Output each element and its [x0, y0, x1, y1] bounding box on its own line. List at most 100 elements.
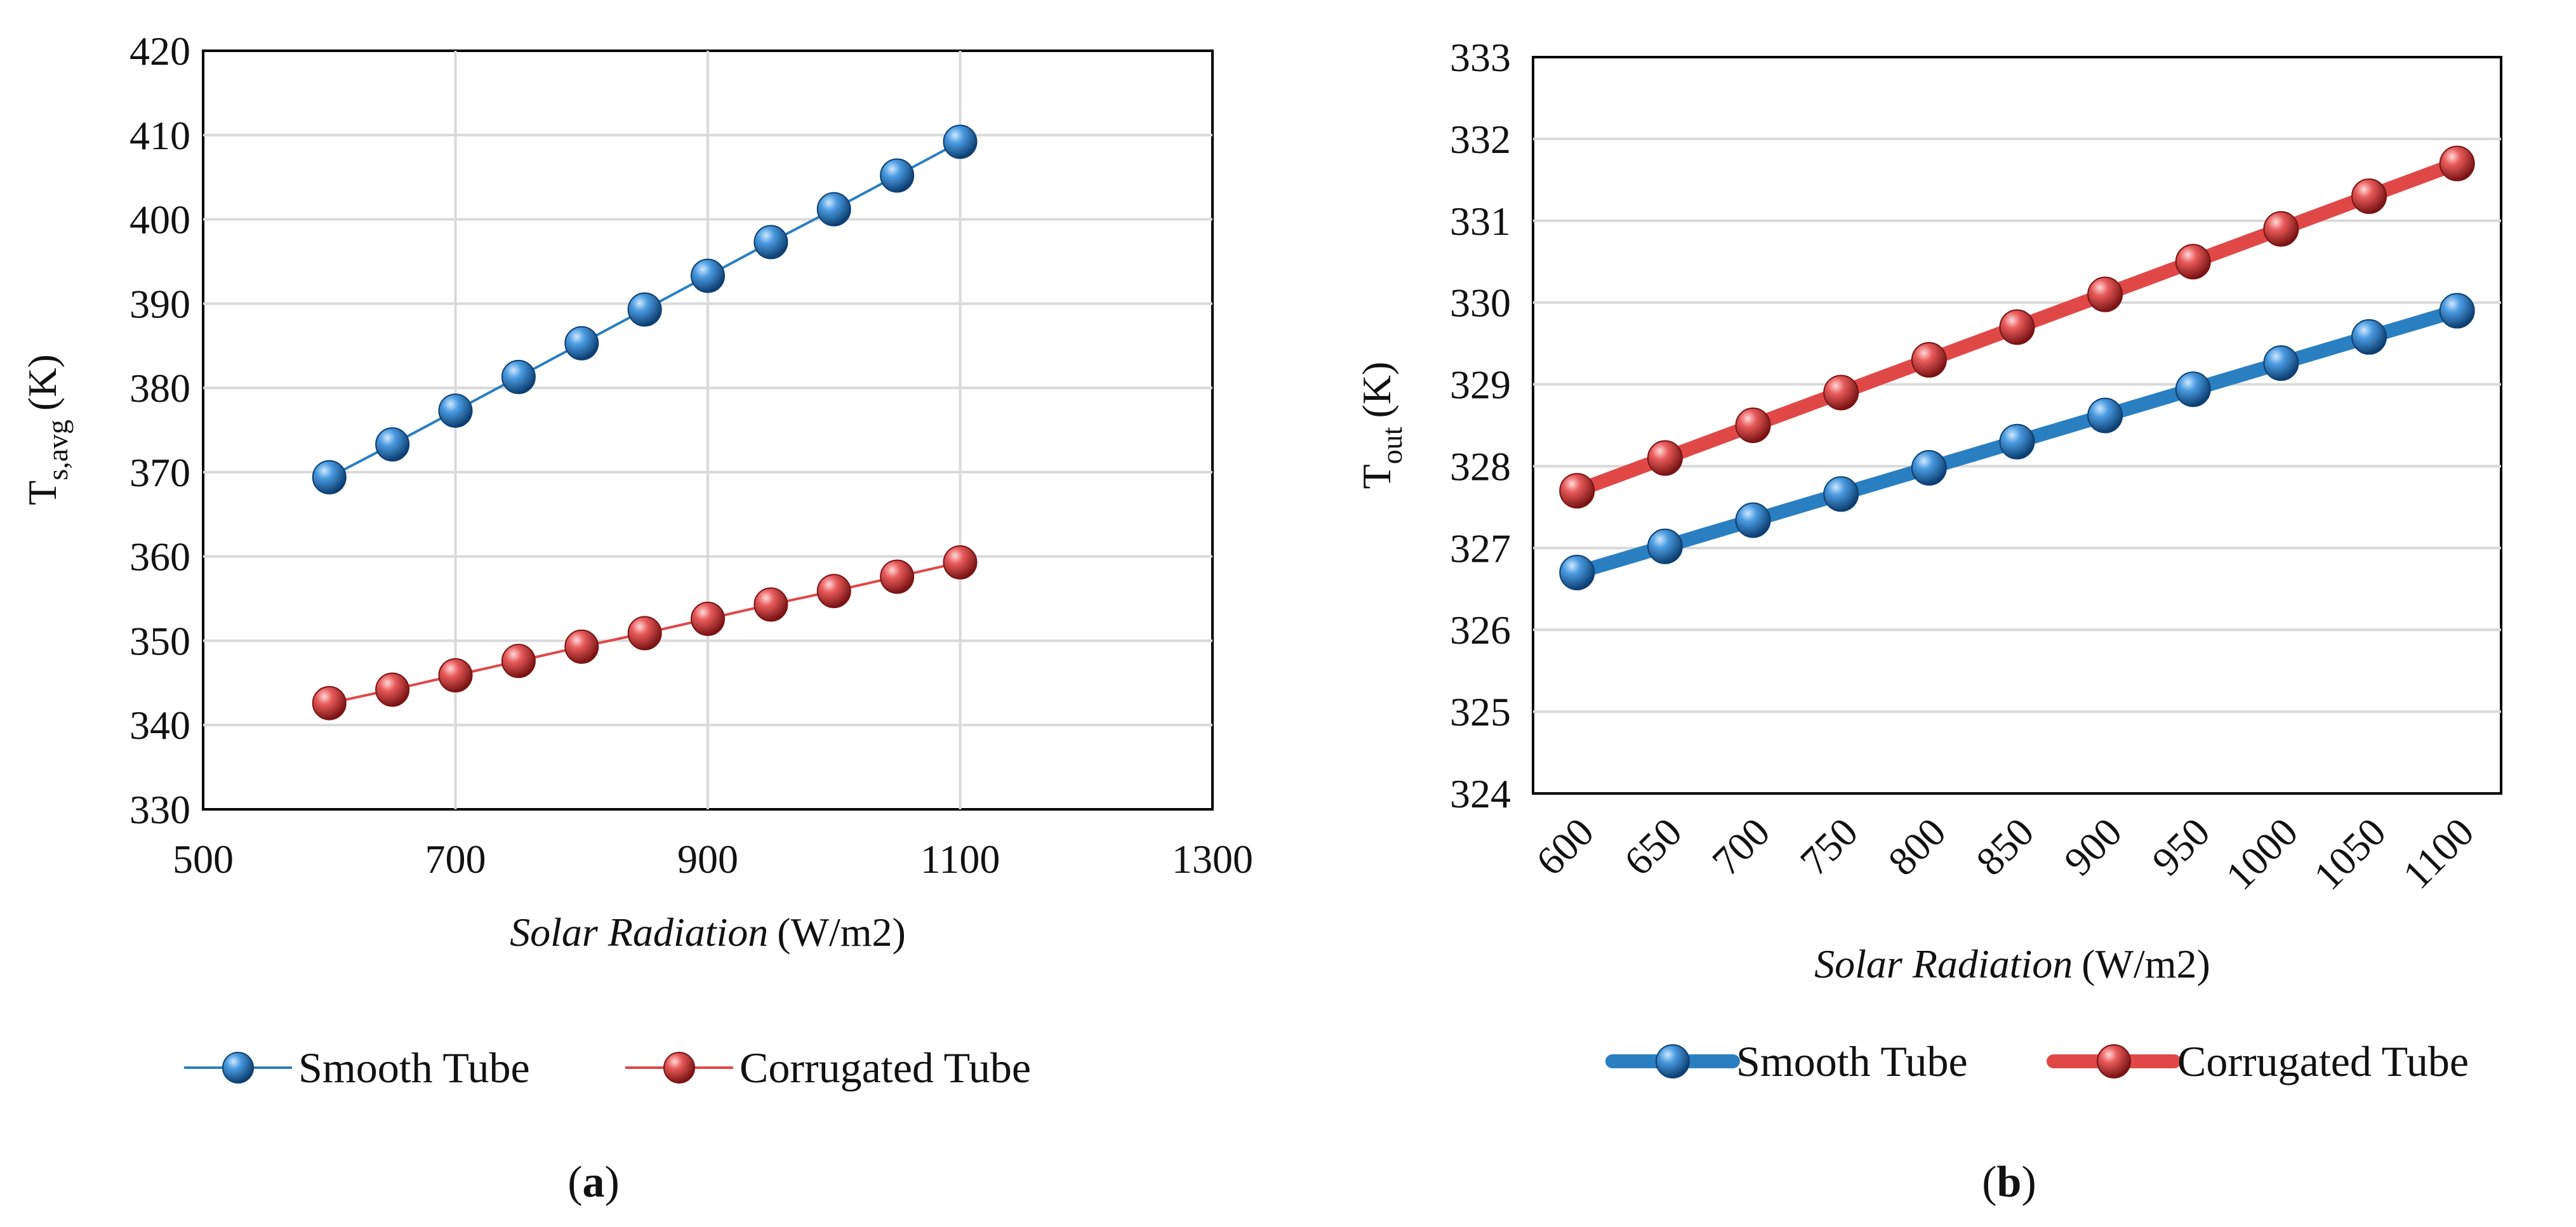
- data-point-corrugated-b: [1911, 342, 1947, 378]
- legend-marker-smooth-b: [1656, 1044, 1690, 1078]
- y-tick-label-a: 360: [129, 534, 190, 580]
- x-tick-label-b: 850: [1967, 809, 2042, 884]
- x-tick-labels-a: 500 700 900 1100 1300: [173, 837, 1253, 882]
- data-point-corrugated-b: [1735, 408, 1771, 443]
- data-point-corrugated-b: [2439, 145, 2475, 182]
- data-point-smooth-b: [2087, 397, 2123, 434]
- legend-label-smooth-b: Smooth Tube: [1736, 1037, 1968, 1085]
- y-tick-label-b: 325: [1450, 689, 1511, 734]
- x-axis-title-b: Solar Radiation (W/m2): [1814, 941, 2210, 986]
- data-point-corrugated-a: [375, 672, 410, 707]
- data-point-corrugated-a: [943, 545, 978, 580]
- y-tick-label-a: 380: [129, 366, 190, 411]
- data-point-corrugated-a: [312, 686, 347, 720]
- gridlines-b: [1533, 137, 2501, 713]
- data-point-corrugated-b: [1647, 440, 1683, 476]
- legend-item-corrugated-b[interactable]: Corrugated Tube: [2047, 1037, 2469, 1085]
- data-point-smooth-a: [816, 192, 851, 227]
- data-point-corrugated-a: [564, 629, 599, 664]
- data-point-corrugated-b: [2351, 178, 2387, 215]
- chart-panel-b: 324 325 326 327 328 329 330 331 332 333 600 650 700…: [1354, 35, 2502, 1207]
- data-point-smooth-b: [1647, 528, 1683, 564]
- data-point-corrugated-a: [691, 601, 725, 636]
- gridlines-a: [203, 51, 1212, 809]
- chart-panel-a: 330 340 350 360 370 380 390 400 410 420 500 700 900…: [20, 29, 1253, 1207]
- data-point-corrugated-a: [880, 559, 915, 594]
- data-point-corrugated-a: [754, 587, 788, 622]
- x-tick-label-a: 1300: [1172, 837, 1253, 882]
- data-point-smooth-b: [2263, 345, 2299, 381]
- y-tick-label-b: 329: [1450, 362, 1511, 408]
- y-tick-label-a: 410: [129, 113, 190, 158]
- legend-b: Smooth Tube Corrugated Tube: [1605, 1037, 2469, 1085]
- data-point-smooth-b: [2351, 319, 2387, 355]
- y-axis-title-a: Ts,avg(K): [20, 354, 74, 505]
- data-point-smooth-a: [564, 326, 599, 361]
- data-point-corrugated-b: [1823, 375, 1859, 411]
- data-point-corrugated-b: [1999, 309, 2035, 345]
- y-tick-label-a: 350: [129, 618, 190, 663]
- y-tick-label-a: 400: [129, 197, 190, 242]
- data-point-smooth-a: [375, 427, 410, 462]
- y-tick-label-b: 326: [1450, 607, 1511, 653]
- data-point-corrugated-b: [2263, 211, 2299, 247]
- y-axis-title-b: Tout(K): [1354, 362, 1408, 489]
- x-tick-label-b: 650: [1616, 809, 1690, 884]
- x-tick-label-b: 950: [2144, 809, 2219, 884]
- y-tick-labels-b: 324 325 326 327 328 329 330 331 332 333: [1450, 35, 1511, 816]
- data-point-smooth-b: [2175, 371, 2211, 408]
- y-tick-label-b: 330: [1450, 281, 1511, 326]
- y-tick-labels-a: 330 340 350 360 370 380 390 400 410 420: [129, 29, 190, 832]
- y-tick-label-a: 420: [129, 29, 190, 74]
- data-point-smooth-b: [2439, 293, 2475, 329]
- x-tick-label-b: 1100: [2394, 809, 2483, 898]
- series-b: [1559, 145, 2475, 590]
- legend-marker-corrugated-b: [2097, 1044, 2131, 1078]
- y-tick-label-b: 324: [1450, 771, 1511, 816]
- y-tick-label-a: 330: [129, 787, 190, 832]
- legend-item-corrugated-a[interactable]: Corrugated Tube: [625, 1044, 1031, 1092]
- y-tick-label-a: 390: [129, 281, 190, 326]
- x-axis-title-a: Solar Radiation (W/m2): [510, 910, 906, 955]
- data-point-corrugated-b: [2087, 276, 2123, 312]
- data-point-smooth-a: [943, 124, 978, 159]
- x-tick-label-b: 700: [1703, 809, 1778, 884]
- x-tick-label-a: 900: [677, 837, 738, 882]
- x-tick-label-b: 800: [1880, 809, 1955, 884]
- y-tick-label-b: 331: [1450, 199, 1511, 244]
- data-point-corrugated-b: [2175, 244, 2211, 280]
- series-a: [312, 124, 978, 720]
- y-tick-label-b: 332: [1450, 117, 1511, 162]
- legend-item-smooth-b[interactable]: Smooth Tube: [1605, 1037, 1968, 1085]
- data-point-corrugated-a: [627, 616, 662, 651]
- legend-marker-smooth-a: [222, 1052, 254, 1084]
- data-point-corrugated-b: [1559, 473, 1595, 509]
- data-point-smooth-a: [691, 258, 725, 293]
- y-tick-label-a: 370: [129, 450, 190, 495]
- data-point-smooth-b: [1735, 502, 1771, 538]
- x-tick-label-a: 1100: [920, 837, 1000, 882]
- x-tick-label-b: 1050: [2305, 809, 2394, 899]
- data-point-corrugated-a: [438, 658, 473, 693]
- x-tick-label-b: 750: [1791, 809, 1866, 884]
- x-tick-label-b: 900: [2055, 809, 2130, 884]
- data-point-smooth-a: [438, 393, 473, 428]
- panel-label-b: (b): [1982, 1158, 2036, 1207]
- legend-label-smooth-a: Smooth Tube: [298, 1044, 530, 1092]
- data-point-smooth-a: [754, 225, 788, 260]
- x-tick-label-b: 1000: [2217, 809, 2307, 899]
- y-tick-label-a: 340: [129, 703, 190, 748]
- legend-item-smooth-a[interactable]: Smooth Tube: [184, 1044, 530, 1092]
- y-tick-label-b: 328: [1450, 444, 1511, 489]
- data-point-smooth-b: [1559, 555, 1595, 590]
- legend-a: Smooth Tube Corrugated Tube: [184, 1044, 1031, 1092]
- data-point-corrugated-a: [501, 644, 536, 679]
- x-tick-label-b: 600: [1527, 809, 1602, 884]
- legend-marker-corrugated-a: [663, 1052, 695, 1084]
- data-point-smooth-b: [1823, 476, 1859, 512]
- data-point-corrugated-a: [816, 574, 851, 609]
- data-point-smooth-a: [627, 292, 662, 327]
- y-tick-label-b: 333: [1450, 35, 1511, 80]
